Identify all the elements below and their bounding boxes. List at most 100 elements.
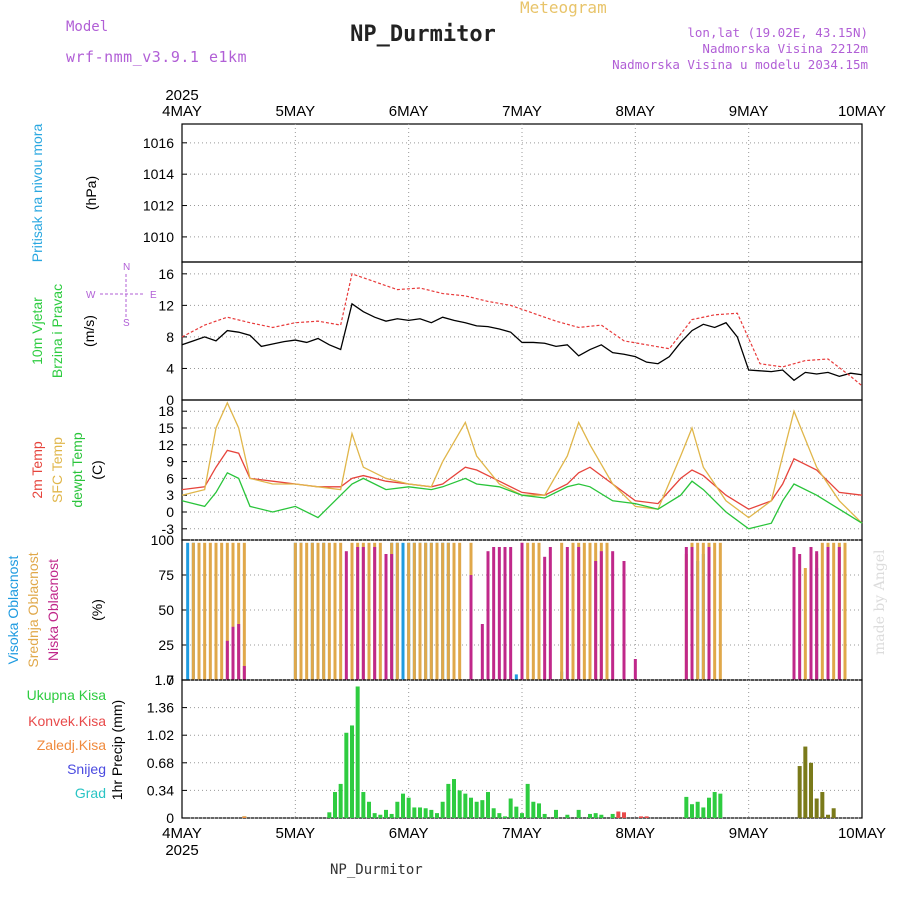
bar	[401, 542, 405, 680]
x-tick-label-bottom: 9MAY	[729, 825, 769, 842]
bar	[350, 725, 354, 818]
bar	[327, 812, 332, 818]
bar	[242, 542, 246, 680]
bar	[594, 561, 598, 680]
bar	[237, 624, 241, 680]
y-tick-label: 1.02	[147, 727, 174, 743]
y-tick-label: 1010	[143, 229, 174, 245]
x-tick-label-top: 6MAY	[389, 103, 429, 120]
panel4-ylabel: (%)	[89, 599, 105, 621]
bar	[622, 812, 626, 818]
bar	[622, 561, 626, 680]
panel2-title-b: Brzina i Pravac	[49, 284, 65, 378]
bar	[361, 792, 366, 818]
y-tick-label: 100	[151, 532, 175, 548]
model-elevation-info: Nadmorska Visina u modelu 2034.15m	[612, 57, 868, 72]
panel1-title: Pritisak na nivou mora	[29, 124, 45, 263]
precip-legend-item: Grad	[75, 785, 106, 801]
panel3-title-dewpt: dewpt Temp	[69, 432, 85, 507]
bar	[339, 542, 343, 680]
bar	[503, 816, 507, 818]
panel-4: 0 25 50 75 100	[151, 532, 863, 688]
bar	[395, 542, 399, 680]
bar	[797, 766, 802, 818]
bar	[407, 542, 411, 680]
y-tick-label: 8	[166, 329, 174, 345]
bar	[469, 797, 473, 818]
bar	[384, 809, 388, 818]
year-label-bottom: 2025	[165, 842, 198, 859]
bar	[526, 542, 530, 680]
bar	[554, 809, 558, 818]
bar	[509, 547, 513, 680]
y-tick-label: 18	[158, 403, 174, 419]
bar	[338, 783, 343, 818]
panel3-title-2m: 2m Temp	[29, 441, 45, 499]
y-tick-label: 0	[166, 392, 174, 408]
precip-legend-item: Konvek.Kisa	[28, 713, 106, 729]
bar	[803, 746, 808, 818]
precip-legend-item: Ukupna Kisa	[27, 687, 107, 703]
y-tick-label: 0.68	[147, 755, 174, 771]
bar	[429, 809, 434, 818]
bar	[582, 542, 586, 680]
bar	[508, 798, 513, 818]
bar	[718, 793, 723, 818]
bar	[588, 542, 592, 680]
bar	[571, 542, 575, 680]
bar	[798, 554, 802, 680]
bar	[316, 542, 320, 680]
panel2-ylabel: (m/s)	[81, 315, 97, 347]
bar	[565, 547, 569, 680]
bar	[712, 792, 717, 818]
bar	[548, 547, 552, 680]
compass-east: E	[150, 290, 157, 301]
x-tick-label-bottom: 10MAY	[838, 825, 886, 842]
x-tick-label-top: 9MAY	[729, 103, 769, 120]
y-tick-label: 15	[158, 420, 174, 436]
bar	[514, 674, 518, 680]
series-line-dewpt-temp	[181, 471, 863, 530]
bar	[299, 542, 303, 680]
bar	[242, 666, 246, 680]
bar	[384, 554, 388, 680]
bar	[344, 551, 348, 680]
x-tick-label-bottom: 7MAY	[502, 825, 542, 842]
bar	[684, 547, 688, 680]
y-tick-label: 1.36	[147, 700, 174, 716]
bar	[695, 801, 700, 818]
bar	[333, 792, 337, 818]
bar	[480, 624, 484, 680]
bar	[242, 816, 247, 818]
y-tick-label: 12	[158, 297, 174, 313]
bar	[214, 542, 218, 680]
bar	[418, 807, 422, 818]
bar	[435, 542, 439, 680]
panel3-title-sfc: SFC Temp	[49, 437, 65, 503]
precip-legend-item: Zaledj.Kisa	[37, 737, 106, 753]
bar	[610, 813, 615, 818]
bar	[599, 551, 603, 680]
panel-5: 0 0.34 0.68 1.02 1.36 1.7	[147, 672, 863, 826]
bar	[361, 547, 365, 680]
bar	[378, 814, 383, 818]
bar	[820, 792, 825, 818]
y-tick-label: 3	[166, 487, 174, 503]
bar	[542, 813, 547, 818]
y-tick-label: 1.7	[155, 672, 175, 688]
bar	[843, 542, 847, 680]
elevation-info: Nadmorska Visina 2212m	[702, 41, 868, 56]
meteogram-label: Meteogram	[520, 0, 607, 17]
bar	[701, 542, 705, 680]
panel2-title-a: 10m Vjetar	[29, 297, 45, 365]
x-tick-label-top: 4MAY	[162, 103, 202, 120]
bar	[576, 809, 581, 818]
bar	[492, 547, 496, 680]
y-tick-label: 6	[166, 470, 174, 486]
y-tick-label: 50	[158, 602, 174, 618]
bar	[446, 783, 451, 818]
bar	[520, 813, 524, 818]
bar	[690, 547, 694, 680]
bar	[231, 626, 235, 680]
